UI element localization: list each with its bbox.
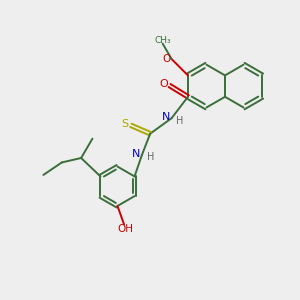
- Text: S: S: [122, 119, 128, 129]
- Text: OH: OH: [118, 224, 134, 234]
- Text: O: O: [160, 79, 169, 89]
- Text: N: N: [132, 148, 141, 159]
- Text: H: H: [176, 116, 184, 126]
- Text: O: O: [162, 54, 170, 64]
- Text: N: N: [162, 112, 170, 122]
- Text: CH₃: CH₃: [154, 35, 171, 44]
- Text: H: H: [146, 152, 154, 162]
